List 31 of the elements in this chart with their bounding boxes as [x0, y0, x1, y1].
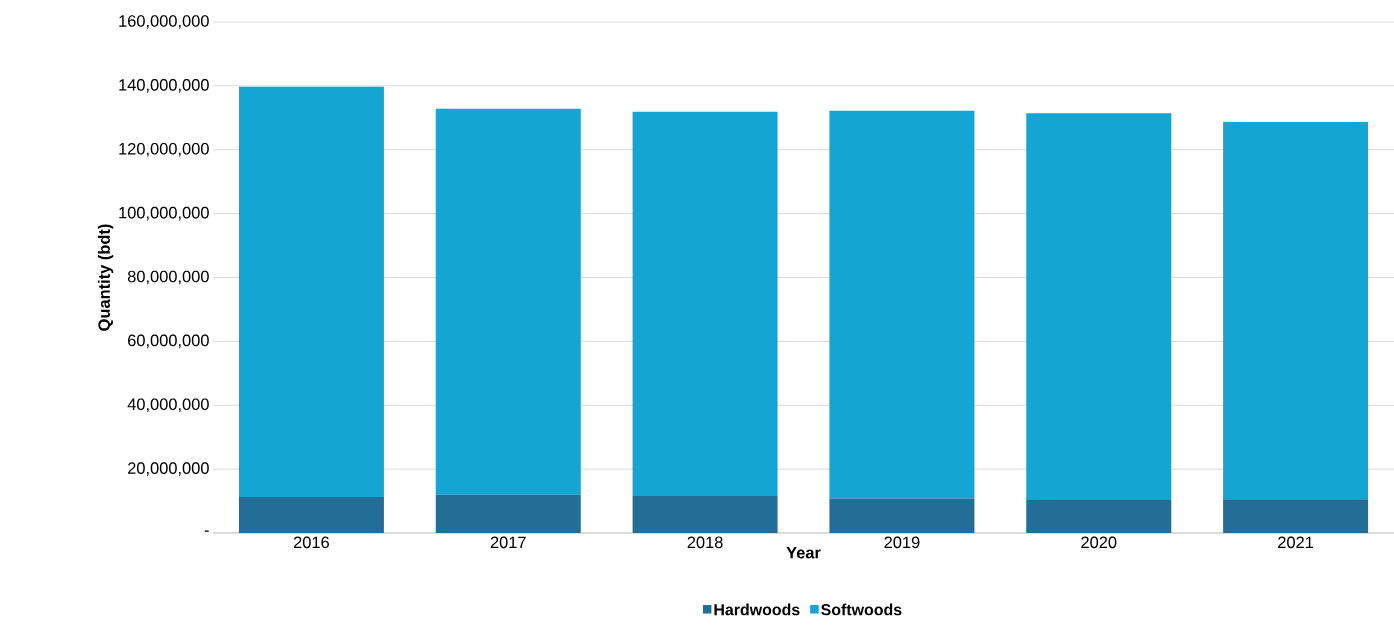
x-tick-label: 2020	[1081, 536, 1117, 549]
y-tick-label: 40,000,000	[127, 398, 209, 413]
bar	[632, 111, 778, 496]
bar	[1026, 113, 1172, 500]
bar	[1223, 121, 1369, 500]
bar	[435, 108, 581, 495]
y-tick-label: 20,000,000	[128, 462, 209, 476]
bar	[829, 110, 975, 499]
y-tick-label: -	[204, 530, 209, 532]
legend-label: Softwoods	[821, 603, 902, 616]
bar	[238, 86, 384, 497]
legend-label: Hardwoods	[714, 603, 800, 616]
bar	[238, 496, 384, 533]
y-tick-label: 140,000,000	[119, 79, 209, 93]
bar	[1026, 499, 1172, 533]
x-tick-label: 2021	[1278, 536, 1314, 549]
y-tick-label: 120,000,000	[119, 142, 209, 157]
x-tick-label: 2019	[884, 536, 920, 549]
x-tick-label: 2017	[490, 536, 526, 549]
bar	[435, 494, 581, 533]
y-tick-label: 160,000,000	[119, 15, 209, 29]
x-axis-title: Year	[786, 547, 821, 559]
y-tick-label: 80,000,000	[127, 270, 209, 285]
bar	[632, 495, 778, 533]
x-tick-label: 2018	[687, 536, 723, 549]
bar	[829, 498, 975, 533]
y-axis-title: Quantity (bdt)	[97, 224, 114, 331]
y-tick-label: 100,000,000	[119, 206, 209, 221]
x-tick-label: 2016	[293, 536, 329, 549]
y-tick-label: 60,000,000	[128, 334, 209, 349]
bar	[1223, 499, 1369, 533]
